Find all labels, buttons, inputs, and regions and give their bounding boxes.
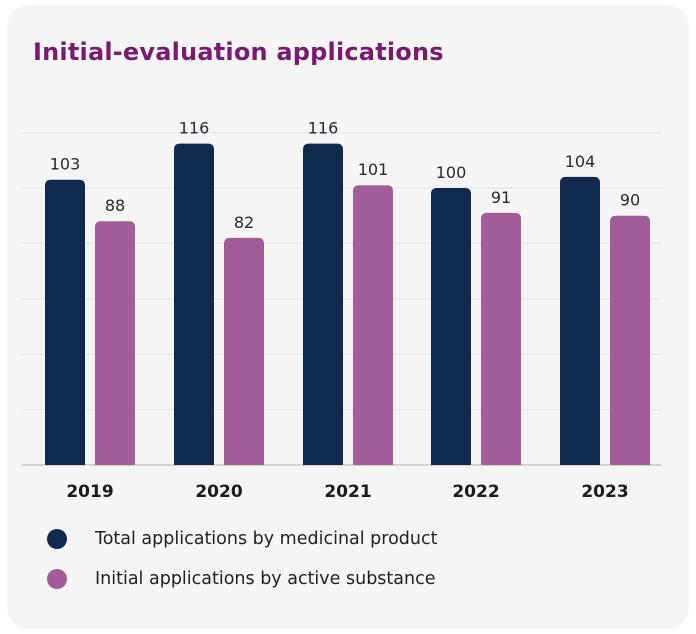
data-label-total-2020: 116 <box>179 119 210 138</box>
x-tick-label-2020: 2020 <box>195 482 242 502</box>
legend-swatch-total <box>47 529 67 549</box>
x-tick-label-2023: 2023 <box>581 482 628 502</box>
bar-total-2021 <box>303 143 343 465</box>
bar-active-substance-2021 <box>353 185 393 466</box>
data-label-active-substance-2022: 91 <box>491 188 511 207</box>
legend: Total applications by medicinal product … <box>47 528 438 608</box>
legend-item-total: Total applications by medicinal product <box>47 528 438 550</box>
bar-active-substance-2023 <box>610 215 650 465</box>
data-label-total-2019: 103 <box>50 155 81 174</box>
bar-chart: 103 88 2019 116 82 2020 116 101 2021 100 91 2022 104… <box>22 119 662 502</box>
bar-active-substance-2022 <box>481 212 521 465</box>
legend-label-total: Total applications by medicinal product <box>95 529 438 549</box>
data-label-active-substance-2021: 101 <box>358 160 389 179</box>
bar-active-substance-2019 <box>95 221 135 465</box>
x-tick-label-2022: 2022 <box>452 482 499 502</box>
x-tick-label-2021: 2021 <box>324 482 371 502</box>
data-label-active-substance-2023: 90 <box>620 191 640 210</box>
data-label-total-2022: 100 <box>436 163 467 182</box>
legend-label-active-substance: Initial applications by active substance <box>95 569 436 589</box>
bar-total-2022 <box>431 188 471 465</box>
bar-total-2020 <box>174 143 214 465</box>
data-label-active-substance-2019: 88 <box>105 196 125 215</box>
bar-active-substance-2020 <box>224 237 264 465</box>
bar-total-2019 <box>45 179 85 465</box>
legend-item-active-substance: Initial applications by active substance <box>47 568 438 590</box>
legend-swatch-active-substance <box>47 569 67 589</box>
chart-title: Initial-evaluation applications <box>33 38 444 66</box>
bar-total-2023 <box>560 176 600 466</box>
data-label-active-substance-2020: 82 <box>234 213 254 232</box>
x-tick-label-2019: 2019 <box>66 482 113 502</box>
data-label-total-2021: 116 <box>308 119 339 138</box>
data-label-total-2023: 104 <box>565 152 596 171</box>
